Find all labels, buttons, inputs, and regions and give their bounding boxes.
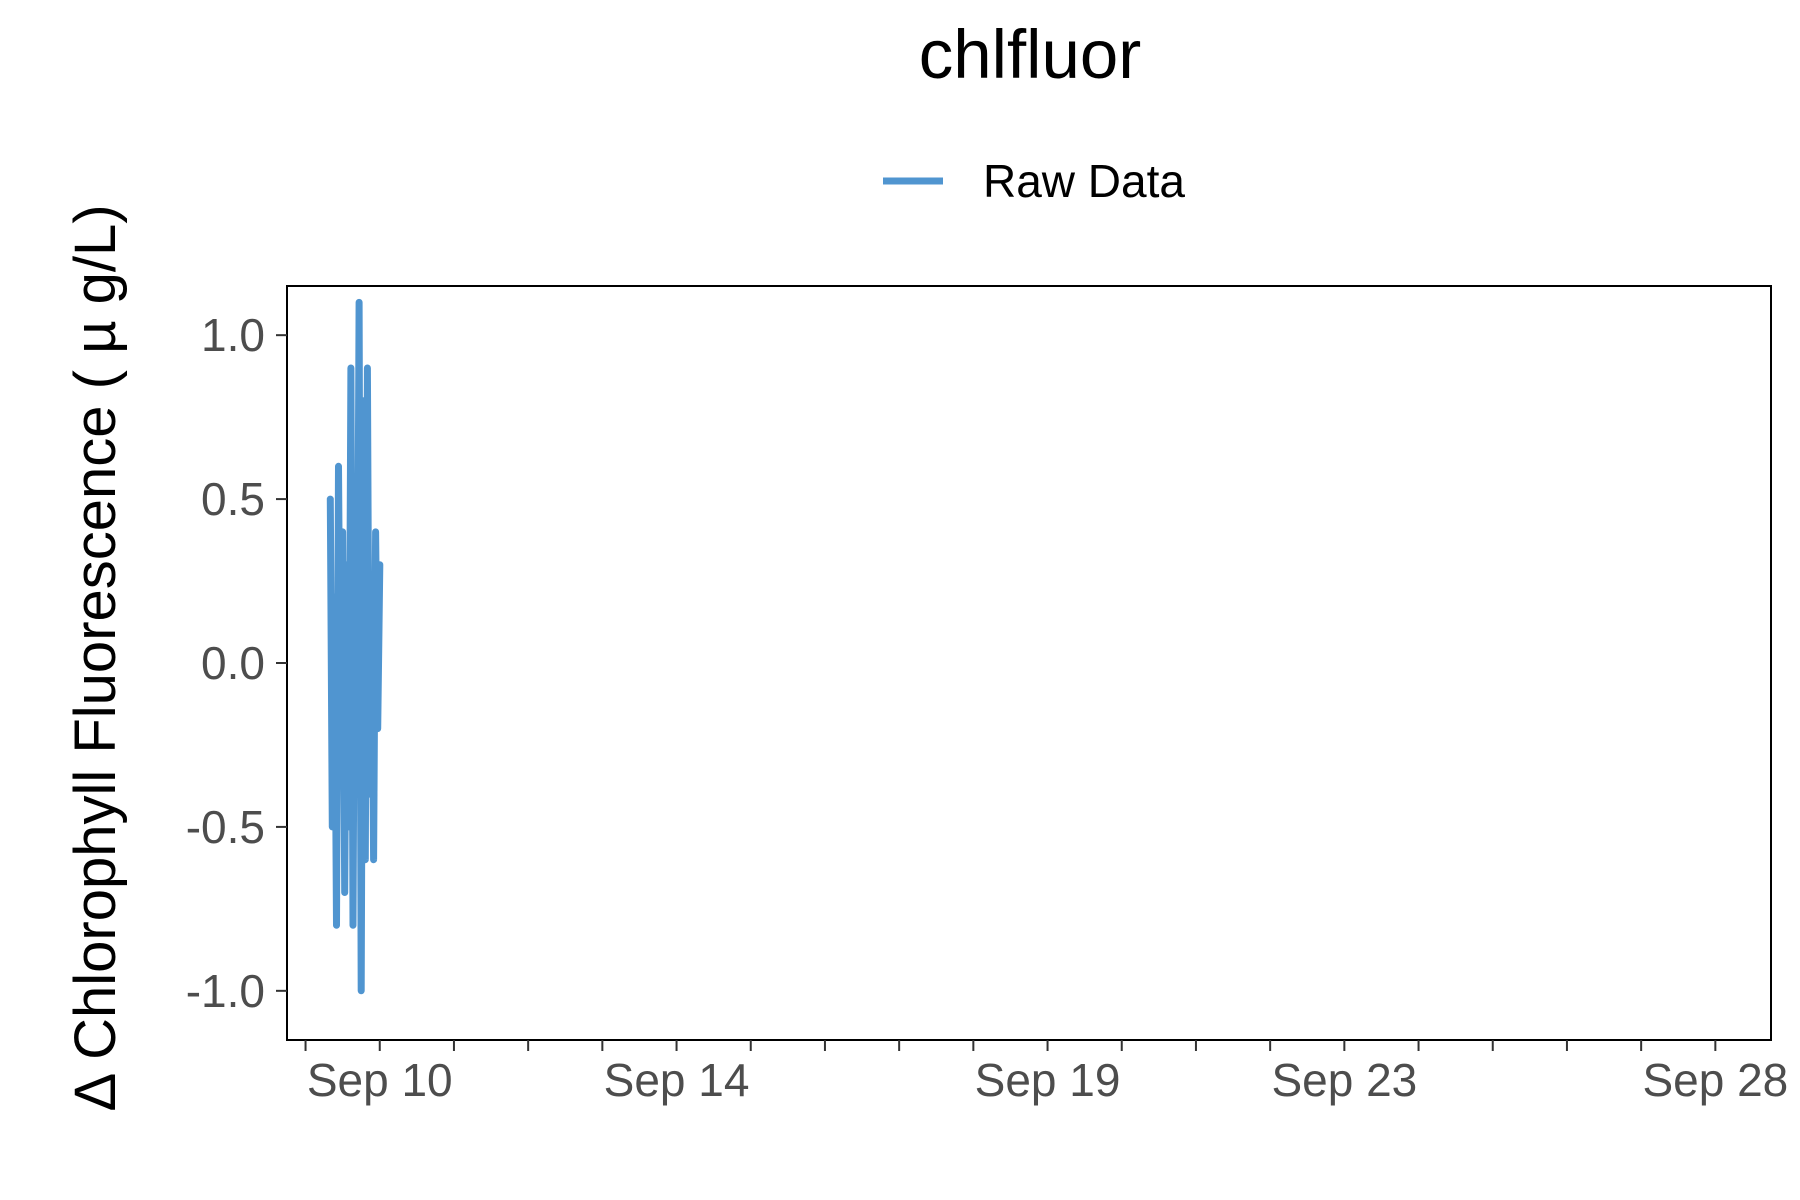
x-tick-label: Sep 19 bbox=[975, 1054, 1121, 1106]
series-layer bbox=[326, 298, 384, 995]
x-tick-label: Sep 14 bbox=[604, 1054, 750, 1106]
series-line-raw-data bbox=[326, 298, 384, 995]
y-tick-label: 0.5 bbox=[201, 473, 265, 525]
y-tick-label: 0.0 bbox=[201, 637, 265, 689]
x-tick-label: Sep 10 bbox=[307, 1054, 453, 1106]
y-axis: 1.0 0.5 0.0 -0.5 -1.0 bbox=[186, 309, 287, 1017]
y-axis-label: Δ Chlorophyll Fluorescence ( µ g/L) bbox=[63, 204, 128, 1111]
y-tick-label: -0.5 bbox=[186, 801, 265, 853]
x-tick-label: Sep 23 bbox=[1271, 1054, 1417, 1106]
y-tick-label: 1.0 bbox=[201, 309, 265, 361]
x-axis: Sep 10 Sep 14 Sep 19 Sep 23 Sep 28 bbox=[304, 1040, 1788, 1106]
x-tick-label: Sep 28 bbox=[1642, 1054, 1788, 1106]
chart-title: chlfluor bbox=[919, 16, 1141, 93]
legend-label-raw-data: Raw Data bbox=[983, 155, 1185, 207]
legend: Raw Data bbox=[883, 155, 1185, 207]
y-tick-label: -1.0 bbox=[186, 965, 265, 1017]
plot-panel bbox=[286, 285, 1772, 1041]
